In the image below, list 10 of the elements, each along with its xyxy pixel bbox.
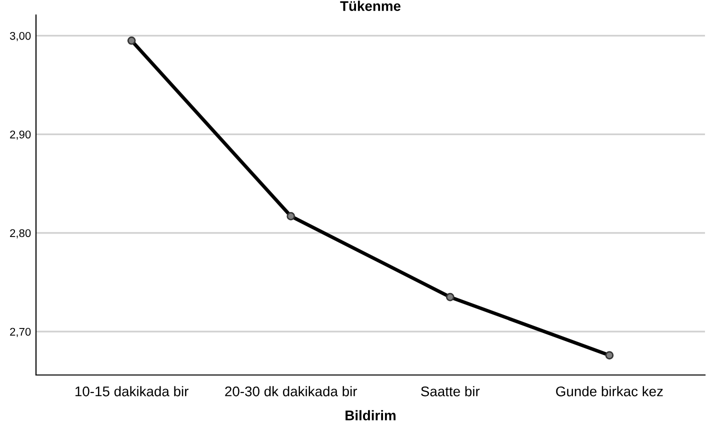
x-tick-label: 20-30 dk dakikada bir xyxy=(225,386,358,396)
x-axis-title: Bildirim xyxy=(346,410,396,420)
x-tick-label: Saatte bir xyxy=(421,386,480,396)
chart-title: Tükenme xyxy=(340,0,401,11)
x-tick-label: 10-15 dakikada bir xyxy=(76,386,188,396)
y-tick-label: 2,90 xyxy=(10,130,31,140)
x-tick-label: Gunde birkac kez xyxy=(556,386,663,396)
y-tick-label: 2,80 xyxy=(10,229,31,238)
y-tick-label: 2,70 xyxy=(10,328,31,338)
y-tick-label: 3,00 xyxy=(10,32,31,42)
